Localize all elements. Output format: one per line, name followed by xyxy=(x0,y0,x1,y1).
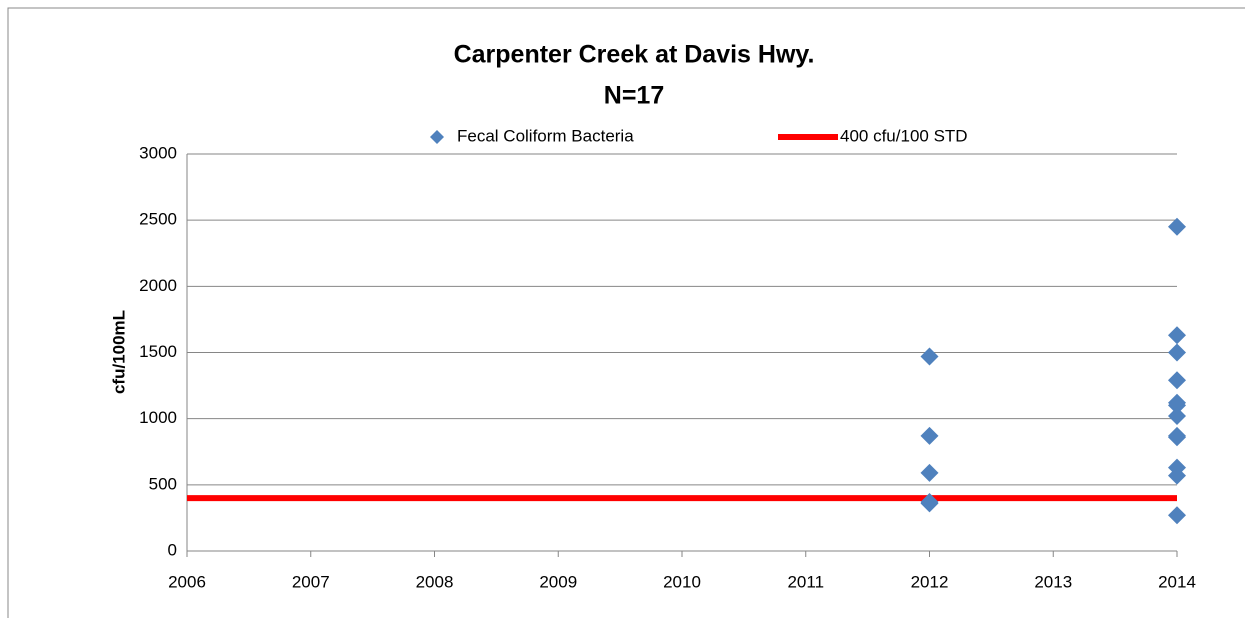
x-tick-label: 2011 xyxy=(787,572,824,591)
point xyxy=(920,347,939,366)
chart-title: Carpenter Creek at Davis Hwy. xyxy=(454,41,815,69)
y-tick-label: 2000 xyxy=(139,276,177,295)
point xyxy=(920,426,939,445)
y-axis-label: cfu/100mL xyxy=(109,310,128,394)
point xyxy=(920,494,939,513)
chart-subtitle: N=17 xyxy=(604,82,664,110)
point xyxy=(1168,407,1186,426)
point xyxy=(1168,326,1186,345)
x-tick-label: 2014 xyxy=(1158,572,1196,591)
x-tick-label: 2013 xyxy=(1034,572,1072,591)
legend-swatch xyxy=(430,130,444,144)
point xyxy=(1168,343,1186,362)
point xyxy=(920,463,939,482)
point xyxy=(1168,506,1186,525)
y-tick-label: 0 xyxy=(168,540,177,559)
chart-frame xyxy=(7,7,1245,618)
legend-label: Fecal Coliform Bacteria xyxy=(457,126,634,145)
y-tick-label: 3000 xyxy=(139,143,177,162)
point xyxy=(1168,396,1186,415)
x-tick-label: 2006 xyxy=(168,572,206,591)
legend-label: 400 cfu/100 STD xyxy=(840,126,968,145)
x-tick-label: 2009 xyxy=(539,572,577,591)
y-tick-label: 2500 xyxy=(139,210,177,229)
point xyxy=(1168,371,1186,390)
y-tick-label: 1500 xyxy=(139,342,177,361)
x-tick-label: 2010 xyxy=(663,572,701,591)
x-tick-label: 2008 xyxy=(416,572,454,591)
x-tick-label: 2007 xyxy=(292,572,330,591)
point xyxy=(1168,466,1186,485)
point xyxy=(1168,428,1186,447)
y-tick-label: 1000 xyxy=(139,408,177,427)
point xyxy=(1168,217,1186,236)
x-tick-label: 2012 xyxy=(911,572,949,591)
y-tick-label: 500 xyxy=(149,474,177,493)
